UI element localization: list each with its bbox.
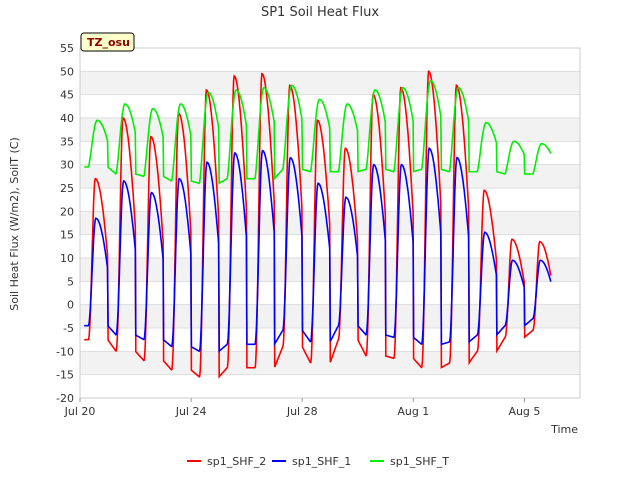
series-line-sp1_SHF_2 bbox=[84, 70, 552, 379]
x-axis-ticks: Jul 20 Jul 24 Jul 28 Aug 1 Aug 5 bbox=[64, 398, 540, 418]
x-axis-label: Time bbox=[550, 423, 578, 436]
y-tick-label: 50 bbox=[60, 65, 74, 78]
series-layer bbox=[84, 70, 552, 379]
y-tick-label: 30 bbox=[60, 159, 74, 172]
y-tick-label: 45 bbox=[60, 89, 74, 102]
x-tick-label: Jul 20 bbox=[64, 405, 96, 418]
y-tick-label: 5 bbox=[67, 275, 74, 288]
y-tick-label: -15 bbox=[56, 369, 74, 382]
legend-label-sp1_SHF_T: sp1_SHF_T bbox=[390, 455, 449, 468]
x-tick-label: Jul 28 bbox=[286, 405, 318, 418]
y-tick-label: 35 bbox=[60, 135, 74, 148]
y-tick-label: -10 bbox=[56, 345, 74, 358]
y-tick-label: 0 bbox=[67, 299, 74, 312]
chart-title: SP1 Soil Heat Flux bbox=[261, 5, 379, 20]
grid-band bbox=[80, 71, 580, 95]
plot-frame bbox=[79, 47, 581, 399]
timezone-badge: TZ_osu bbox=[80, 32, 135, 52]
x-tick-label: Aug 1 bbox=[397, 405, 429, 418]
timezone-badge-label: TZ_osu bbox=[87, 36, 130, 49]
y-tick-label: 55 bbox=[60, 42, 74, 55]
y-tick-label: 25 bbox=[60, 182, 74, 195]
legend-label-sp1_SHF_2: sp1_SHF_2 bbox=[207, 455, 266, 468]
y-tick-label: 40 bbox=[60, 112, 74, 125]
y-tick-label: 20 bbox=[60, 205, 74, 218]
y-tick-label: -5 bbox=[63, 322, 74, 335]
grid-band bbox=[80, 351, 580, 375]
x-tick-label: Jul 24 bbox=[175, 405, 207, 418]
y-axis-label: Soil Heat Flux (W/m2), SoilT (C) bbox=[8, 137, 21, 310]
y-axis-ticks: -20 -15 -10 -5 0 5 10 15 20 25 30 35 40 45 50 55 bbox=[56, 42, 74, 405]
series-line-sp1_SHF_T bbox=[84, 79, 552, 185]
y-tick-label: 10 bbox=[60, 252, 74, 265]
timezone-badge-box bbox=[80, 32, 135, 52]
series-line-sp1_SHF_1 bbox=[84, 147, 552, 354]
legend: sp1_SHF_2 sp1_SHF_1 sp1_SHF_T bbox=[187, 455, 449, 468]
y-tick-label: 15 bbox=[60, 229, 74, 242]
y-tick-label: -20 bbox=[56, 392, 74, 405]
x-tick-label: Aug 5 bbox=[508, 405, 540, 418]
legend-label-sp1_SHF_1: sp1_SHF_1 bbox=[292, 455, 351, 468]
